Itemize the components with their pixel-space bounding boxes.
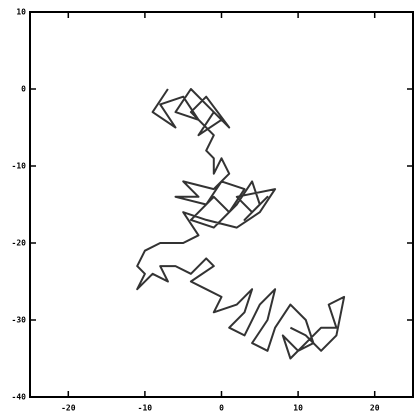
y-tick-label: -10 (12, 162, 27, 171)
x-tick-label: -20 (61, 404, 76, 413)
walk-line (136, 88, 346, 360)
x-tick-label: 0 (219, 404, 224, 413)
x-tick-label: -10 (138, 404, 153, 413)
x-tick-label: 10 (293, 404, 303, 413)
y-tick-label: -40 (12, 393, 27, 402)
y-tick-label: -30 (12, 316, 27, 325)
x-tick-label: 20 (370, 404, 380, 413)
y-tick-label: -20 (12, 239, 27, 248)
y-tick-label: 10 (16, 8, 26, 17)
y-tick-label: 0 (21, 85, 26, 94)
